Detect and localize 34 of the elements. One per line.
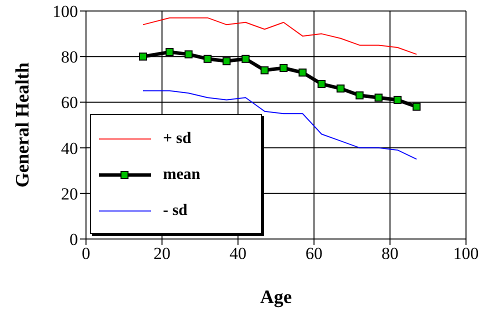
point — [260, 66, 269, 74]
point — [336, 84, 345, 93]
y-axis-title: General Health — [12, 62, 34, 188]
y-tick-label: 0 — [70, 230, 78, 250]
y-tick-label: 80 — [61, 48, 78, 67]
point — [242, 54, 250, 63]
point — [394, 96, 402, 104]
point — [139, 52, 147, 61]
point — [412, 102, 421, 111]
y-tick-label: 40 — [61, 138, 78, 158]
point — [298, 68, 307, 77]
y-tick-label: 100 — [52, 2, 78, 22]
point — [318, 80, 326, 88]
x-tick-label: 100 — [453, 244, 479, 264]
x-axis-title: Age — [260, 287, 292, 308]
legend-label: + sd — [163, 130, 192, 148]
x-tick-label: 0 — [82, 244, 90, 264]
x-tick-label: 60 — [306, 244, 322, 264]
point — [166, 48, 174, 56]
y-tick-label: 60 — [61, 93, 78, 112]
x-tick-label: 40 — [230, 244, 246, 264]
point — [184, 50, 193, 58]
point — [374, 94, 383, 102]
point — [222, 57, 231, 66]
x-tick-label: 20 — [154, 244, 170, 264]
line-series — [142, 90, 418, 160]
point — [204, 54, 212, 63]
point — [356, 91, 364, 100]
x-tick-label: 80 — [382, 244, 398, 264]
legend-label: mean — [163, 166, 200, 184]
line-series — [142, 17, 418, 55]
y-tick-label: 20 — [61, 184, 78, 204]
legend-label: - sd — [163, 202, 188, 220]
point — [280, 64, 288, 72]
